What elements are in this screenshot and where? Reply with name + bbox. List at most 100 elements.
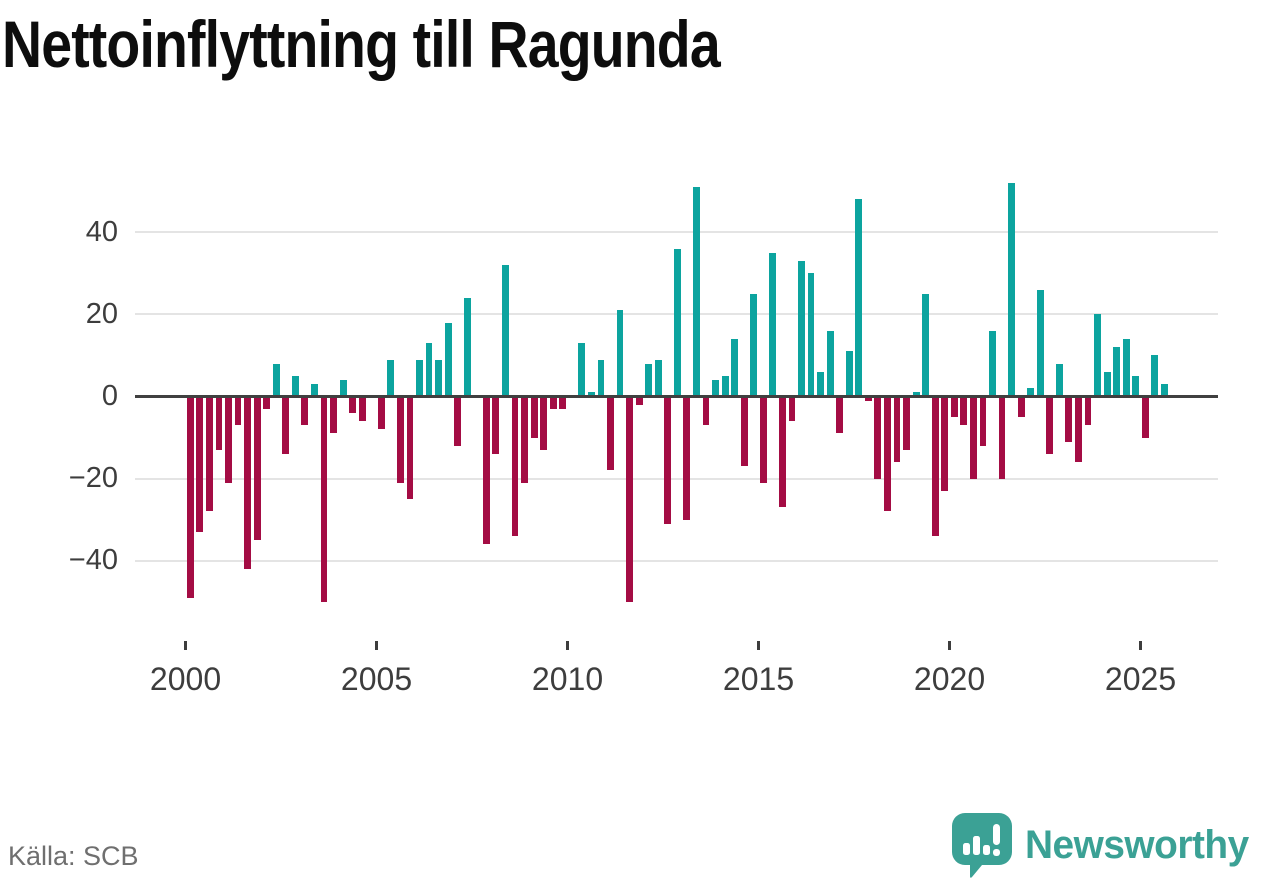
- bar: [721, 375, 729, 397]
- bar: [1075, 396, 1082, 463]
- bar: [950, 396, 958, 418]
- bar: [616, 310, 624, 397]
- bar: [750, 293, 758, 397]
- x-tick-label: 2015: [722, 661, 795, 697]
- bar: [263, 396, 271, 409]
- bar: [1122, 339, 1130, 397]
- bar: [205, 396, 213, 512]
- bar: [979, 396, 987, 446]
- bar: [731, 339, 739, 397]
- gridline: [135, 477, 1218, 480]
- bar: [912, 392, 920, 397]
- bar: [291, 375, 299, 397]
- bar: [960, 396, 968, 426]
- bar: [1084, 396, 1092, 426]
- bar: [1046, 396, 1054, 454]
- bar: [511, 396, 519, 537]
- bar: [587, 392, 595, 397]
- bar: [349, 396, 357, 413]
- bar: [836, 396, 844, 434]
- bar: [607, 396, 614, 471]
- bar: [922, 293, 930, 397]
- bar: [425, 343, 433, 397]
- bar: [358, 396, 366, 422]
- x-tick-label: 2000: [149, 661, 222, 697]
- x-tick: [1139, 641, 1143, 650]
- bar: [578, 343, 586, 397]
- x-tick-label: 2010: [531, 661, 604, 697]
- bar: [712, 380, 719, 397]
- bar: [626, 396, 634, 602]
- bar: [1151, 355, 1159, 397]
- gridline: [135, 231, 1218, 234]
- bar: [530, 396, 538, 438]
- bar: [1132, 375, 1140, 397]
- bar: [377, 396, 385, 430]
- bar: [1008, 183, 1016, 397]
- bar: [454, 396, 462, 446]
- x-tick: [566, 641, 570, 650]
- bar: [654, 359, 662, 397]
- bar: [769, 252, 777, 397]
- bar: [1103, 371, 1111, 397]
- bar: [1094, 314, 1101, 397]
- x-axis-line: [135, 395, 1218, 398]
- bar: [196, 396, 204, 532]
- bar: [903, 396, 910, 450]
- bar: [330, 396, 337, 434]
- bar: [798, 261, 805, 397]
- bar: [673, 248, 681, 397]
- bar: [406, 396, 414, 500]
- bar: [282, 396, 290, 454]
- bar: [693, 187, 700, 397]
- y-tick-label: −40: [68, 544, 118, 577]
- x-tick: [757, 641, 761, 650]
- bar: [244, 396, 252, 569]
- bar: [186, 396, 194, 598]
- bar: [1141, 396, 1149, 438]
- bar: [1113, 347, 1121, 397]
- bar: [396, 396, 404, 483]
- bar: [788, 396, 796, 422]
- bar: [416, 359, 423, 397]
- bar: [521, 396, 528, 483]
- x-tick-label: 2020: [913, 661, 986, 697]
- bar: [444, 322, 452, 397]
- bar: [740, 396, 748, 467]
- bar: [1036, 289, 1044, 397]
- bar: [492, 396, 500, 454]
- bar: [759, 396, 767, 483]
- bar: [215, 396, 223, 450]
- bar: [998, 396, 1006, 479]
- bar: [435, 359, 443, 397]
- bar: [272, 363, 280, 397]
- chart-title: Nettoinflyttning till Ragunda: [2, 6, 857, 82]
- bar: [941, 396, 949, 491]
- bar: [225, 396, 232, 483]
- gridline: [135, 559, 1218, 562]
- bar: [1017, 396, 1025, 418]
- bar: [884, 396, 891, 512]
- bar: [502, 265, 509, 397]
- bar: [387, 359, 395, 397]
- newsworthy-wordmark: Newsworthy: [1025, 822, 1250, 867]
- bar: [989, 330, 996, 397]
- bar: [635, 396, 643, 405]
- bar: [1065, 396, 1073, 442]
- bar: [597, 359, 605, 397]
- bar: [559, 396, 567, 409]
- bar: [893, 396, 901, 463]
- bar: [817, 371, 825, 397]
- x-tick: [948, 641, 952, 650]
- chart-title-text: Nettoinflyttning till Ragunda: [2, 7, 721, 81]
- bar: [1055, 363, 1063, 397]
- x-tick: [375, 641, 379, 650]
- y-tick-label: 0: [101, 380, 118, 412]
- bar: [864, 396, 872, 401]
- bar: [253, 396, 261, 541]
- bar: [1027, 388, 1035, 397]
- newsworthy-logo-icon: [952, 813, 1013, 878]
- bar: [549, 396, 557, 409]
